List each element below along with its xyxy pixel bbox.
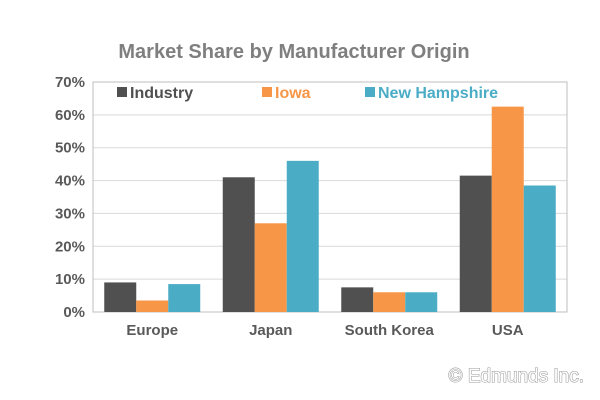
bar xyxy=(136,300,169,312)
y-tick-label: 40% xyxy=(55,173,85,190)
x-tick-label: South Korea xyxy=(345,322,435,339)
legend-label: New Hampshire xyxy=(378,85,498,102)
legend: Industry Iowa New Hampshire xyxy=(117,85,498,102)
y-tick-label: 70% xyxy=(55,74,85,91)
legend-swatch xyxy=(365,87,375,97)
copyright-credit: © Edmunds Inc. xyxy=(449,366,584,387)
legend-swatch xyxy=(262,87,272,97)
bar xyxy=(523,185,556,312)
plot-border xyxy=(92,81,568,313)
bar xyxy=(254,223,287,312)
bar xyxy=(405,292,438,312)
x-axis-ticks: Europe Japan South Korea USA xyxy=(126,322,523,339)
bar xyxy=(222,177,255,312)
legend-swatch xyxy=(117,87,127,97)
bar xyxy=(104,282,137,312)
y-tick-label: 0% xyxy=(63,304,85,321)
bar xyxy=(286,160,319,312)
bar xyxy=(168,284,201,312)
legend-label: Industry xyxy=(130,85,193,102)
y-tick-label: 50% xyxy=(55,140,85,157)
x-tick-label: Japan xyxy=(249,322,292,339)
plot-frame xyxy=(92,81,568,313)
y-tick-label: 60% xyxy=(55,107,85,124)
y-axis-ticks: 0% 10% 20% 30% 40% 50% 60% 70% xyxy=(55,74,85,321)
legend-label: Iowa xyxy=(275,85,311,102)
chart-title: Market Share by Manufacturer Origin xyxy=(118,41,469,63)
y-tick-label: 30% xyxy=(55,205,85,222)
bars xyxy=(104,106,556,313)
y-tick-label: 10% xyxy=(55,271,85,288)
bar xyxy=(491,106,524,313)
bar xyxy=(459,175,492,312)
bar xyxy=(341,287,374,312)
bar xyxy=(373,292,406,312)
x-tick-label: Europe xyxy=(126,322,178,339)
y-tick-label: 20% xyxy=(55,238,85,255)
x-tick-label: USA xyxy=(492,322,524,339)
